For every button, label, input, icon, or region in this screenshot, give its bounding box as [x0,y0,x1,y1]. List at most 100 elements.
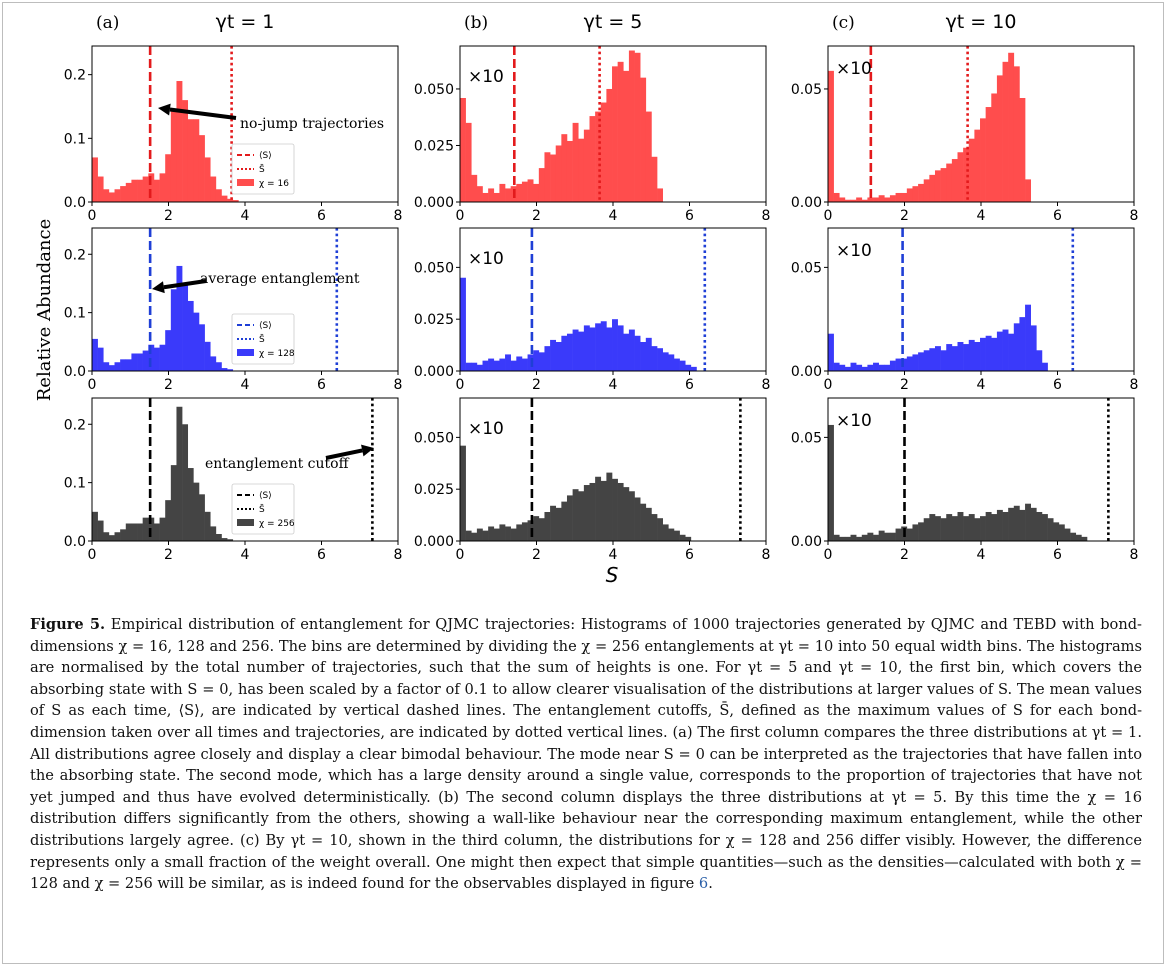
histogram-bar [215,534,222,541]
figure-6-link[interactable]: 6 [698,875,709,893]
histogram-bar [148,173,155,202]
histogram-bar [137,353,143,371]
histogram-bar [878,195,885,202]
histogram-bar [187,300,194,371]
histogram-bar [137,179,143,202]
histogram-bar [108,365,115,371]
histogram-bar [873,362,879,371]
histogram-bar [873,534,879,541]
histogram-bar [103,189,110,202]
histogram-bar [934,346,941,371]
histogram-bar [476,186,483,202]
histogram-bar [521,358,528,371]
histogram-bar [612,66,618,202]
x-tick-label: 4 [977,377,986,393]
panel-title-c: γt = 10 [946,11,1017,33]
histogram-bar [668,528,675,541]
histogram-bar [131,523,138,541]
histogram-bar [533,516,540,541]
histogram-bar [634,335,641,371]
histogram-bar [527,520,534,541]
histogram-bar [974,129,981,202]
scale-annotation: ×10 [836,59,872,79]
histogram-bar [1002,511,1009,541]
histogram-bar [912,524,919,541]
histogram-bar [850,199,857,202]
panel-tag-b: (b) [464,13,488,33]
histogram-bar [657,188,663,202]
x-tick-label: 6 [1053,208,1062,224]
histogram-bar [476,528,483,541]
histogram-bar [878,530,885,541]
scale-annotation: ×10 [468,419,504,439]
histogram-bar [572,122,579,202]
histogram-bar [634,497,641,541]
x-tick-label: 4 [977,547,986,563]
histogram-bar [1081,536,1088,541]
histogram-bar [951,346,958,371]
histogram-bar [985,335,992,371]
histogram-bar [1064,528,1071,541]
x-tick-label: 4 [609,547,618,563]
histogram-bar [561,501,568,541]
histogram-bar [120,529,127,541]
cutoff-arrow [325,444,374,460]
histogram-bar [499,183,506,202]
histogram-bar [176,265,183,371]
histogram-bar [889,195,896,202]
histogram-bar [996,331,1003,371]
histogram-bar [595,323,602,371]
histogram-bar [460,277,466,371]
histogram-bar [533,350,540,371]
x-tick-label: 2 [900,377,909,393]
histogram-bar [131,353,138,371]
histogram-bar [628,329,635,371]
histogram-bar [165,500,172,541]
histogram-bar [499,358,506,371]
histogram-bar [828,424,834,541]
histogram-bar [662,352,669,371]
legend-mean-label: ⟨S⟩ [259,321,272,331]
histogram-bar [232,200,239,202]
histogram-bar [210,356,217,371]
histogram-bar [645,507,652,541]
histogram-bar [198,494,205,541]
histogram-bar [114,532,121,541]
histogram-bar [193,312,200,371]
histogram-bar [482,360,489,371]
x-tick-label: 0 [88,377,97,393]
x-tick-label: 8 [394,377,403,393]
x-tick-label: 8 [762,208,771,224]
histogram-bar [940,168,947,202]
histogram-bar [867,197,874,202]
histogram-bar [651,156,658,202]
histogram-bar [996,509,1003,541]
histogram-bar [974,341,981,371]
histogram-bar [583,325,590,371]
histogram-bar [137,523,143,541]
scale-annotation: ×10 [468,249,504,269]
histogram-bar [482,192,489,202]
histogram-bar [850,362,857,371]
histogram-bar [640,341,647,371]
x-tick-label: 4 [241,547,250,563]
histogram-bar [510,528,517,541]
y-tick-label: 0.000 [414,195,454,211]
histogram-bar [918,522,925,541]
histogram-bar [1013,66,1020,202]
histogram-bar [92,157,98,202]
arrow-shaft [163,279,207,290]
histogram-bar [600,480,607,541]
histogram-bar [828,70,834,203]
y-tick-label: 0.2 [64,417,86,433]
panels: (a) γt = 1 (b) γt = 5 (c) γt = 100 2 4 6 80.00.10… [64,11,1139,563]
histogram-bar [493,192,500,202]
histogram-bar [1058,524,1065,541]
histogram-bar [679,534,686,541]
histogram-bar [198,324,205,371]
histogram-bar [92,511,98,541]
legend: ⟨S⟩ S̄ χ = 128 [231,313,295,365]
histogram-bar [923,518,930,541]
x-tick-label: 0 [456,208,465,224]
panel-c2: 0 2 4 6 8 0.00 0.05 ×10 [791,227,1138,393]
